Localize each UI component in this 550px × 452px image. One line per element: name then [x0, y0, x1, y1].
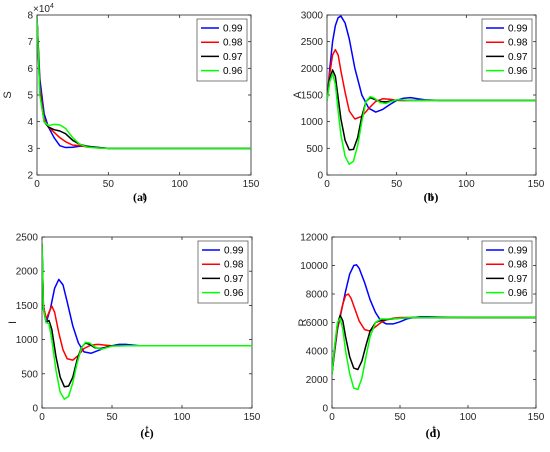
y-axis-label-a: S — [2, 91, 14, 98]
y-tick-label-d: 2000 — [306, 375, 329, 386]
legend-label-b: 0.99 — [508, 24, 528, 35]
legend-label-c: 0.98 — [224, 260, 244, 271]
x-axis-label-c: t — [145, 424, 148, 436]
x-tick-label-c: 0 — [39, 412, 45, 423]
y-tick-label-a: 4 — [27, 117, 33, 128]
y-tick-label-b: 2000 — [301, 64, 324, 75]
x-tick-label-a: 150 — [243, 179, 260, 190]
series-line-0.96-c — [42, 243, 252, 400]
y-axis-label-d: R — [297, 318, 309, 326]
legend-label-c: 0.99 — [224, 246, 244, 257]
y-tick-label-d: 10000 — [300, 261, 328, 272]
legend-label-b: 0.98 — [508, 38, 528, 49]
y-tick-label-a: 6 — [27, 64, 33, 75]
y-tick-label-d: 12000 — [300, 233, 328, 244]
legend-label-d: 0.98 — [508, 260, 528, 271]
y-tick-label-c: 500 — [21, 369, 38, 380]
series-line-0.96-b — [327, 72, 536, 166]
y-tick-label-a: 5 — [27, 91, 33, 102]
x-tick-label-b: 50 — [391, 179, 403, 190]
y-multiplier-base: ×10 — [33, 4, 50, 15]
y-tick-label-a: 7 — [27, 37, 33, 48]
y-tick-label-a: 3 — [27, 144, 33, 155]
series-line-0.96-a — [37, 17, 251, 150]
x-tick-label-b: 0 — [324, 179, 330, 190]
x-tick-label-b: 100 — [458, 179, 475, 190]
y-tick-label-b: 1500 — [301, 91, 324, 102]
x-tick-label-d: 0 — [329, 412, 335, 423]
caption-d: (d) — [426, 426, 441, 440]
y-tick-label-d: 0 — [322, 404, 328, 415]
x-tick-label-c: 50 — [106, 412, 118, 423]
x-axis-label-d: t — [432, 424, 435, 436]
legend-label-a: 0.98 — [223, 38, 243, 49]
caption-a: (a) — [133, 190, 147, 204]
y-tick-label-c: 2000 — [16, 267, 39, 278]
x-tick-label-a: 50 — [103, 179, 115, 190]
x-tick-label-d: 100 — [460, 412, 477, 423]
legend-label-b: 0.96 — [508, 66, 528, 77]
legend-label-a: 0.96 — [223, 66, 243, 77]
x-axis-label-b: t — [430, 191, 433, 203]
caption-b: (b) — [424, 190, 439, 204]
y-multiplier-a: ×104 — [33, 3, 54, 15]
y-axis-label-c: I — [7, 321, 19, 324]
x-tick-label-d: 50 — [394, 412, 406, 423]
series-line-0.96-d — [332, 316, 536, 391]
legend-label-d: 0.97 — [508, 274, 528, 285]
x-tick-label-c: 100 — [174, 412, 191, 423]
x-tick-label-d: 150 — [528, 412, 545, 423]
legend-label-a: 0.97 — [223, 52, 243, 63]
x-tick-label-b: 150 — [528, 179, 545, 190]
y-tick-label-c: 2500 — [16, 233, 39, 244]
panel-c: I t (c) 0 500 1000 1500 2000 2500 0 50 100 150 0.9… — [7, 233, 261, 441]
legend-label-c: 0.97 — [224, 274, 244, 285]
y-tick-label-b: 0 — [317, 171, 323, 182]
y-tick-label-c: 0 — [32, 404, 38, 415]
y-tick-label-d: 4000 — [306, 347, 329, 358]
x-tick-label-c: 150 — [244, 412, 261, 423]
y-tick-label-b: 500 — [306, 144, 323, 155]
legend-label-d: 0.96 — [508, 288, 528, 299]
y-multiplier-exponent: 4 — [50, 3, 54, 10]
y-tick-label-a: 2 — [27, 171, 33, 182]
legend-label-c: 0.96 — [224, 288, 244, 299]
series-line-0.99-b — [327, 15, 536, 113]
caption-c: (c) — [140, 426, 153, 440]
y-tick-label-b: 1000 — [301, 117, 324, 128]
y-tick-label-b: 2500 — [301, 37, 324, 48]
y-tick-label-c: 1000 — [16, 335, 39, 346]
x-tick-label-a: 0 — [34, 179, 40, 190]
y-tick-label-a: 8 — [27, 11, 33, 22]
legend-label-a: 0.99 — [223, 24, 243, 35]
y-tick-label-d: 8000 — [306, 290, 329, 301]
legend-label-d: 0.99 — [508, 246, 528, 257]
x-axis-label-a: t — [142, 191, 145, 203]
y-tick-label-d: 6000 — [306, 318, 329, 329]
panel-b: A t (b) 0 500 1000 1500 2000 2500 3000 0 50 100 15… — [292, 11, 545, 205]
y-axis-label-b: A — [292, 91, 304, 99]
y-tick-label-c: 1500 — [16, 301, 39, 312]
legend-label-b: 0.97 — [508, 52, 528, 63]
y-tick-label-b: 3000 — [301, 11, 324, 22]
x-tick-label-a: 100 — [171, 179, 188, 190]
panel-d: R t (d) 0 2000 4000 6000 8000 10000 12000 0 50 10… — [297, 233, 545, 441]
